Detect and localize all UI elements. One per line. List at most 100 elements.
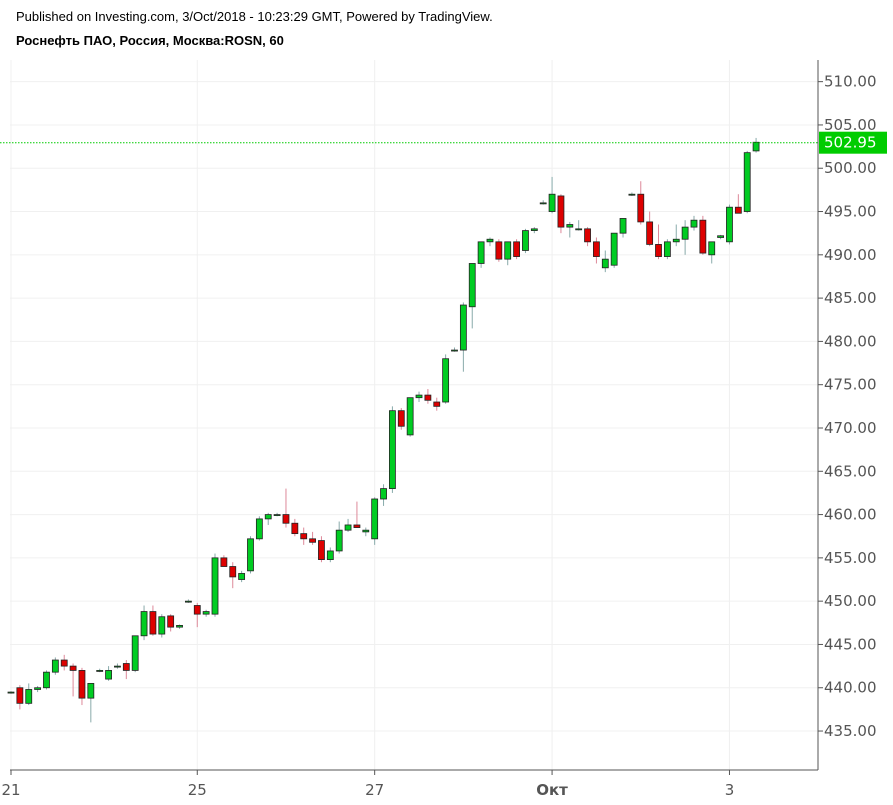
last-price-badge (819, 131, 887, 154)
candle (273, 512, 281, 517)
candle-body (513, 241, 520, 257)
candle-body (96, 670, 104, 672)
candle-body (548, 193, 556, 212)
x-tick-label: 25 (188, 781, 207, 799)
candle (681, 220, 689, 255)
candle (326, 547, 334, 563)
candle (202, 609, 210, 617)
candle (149, 605, 157, 636)
x-tick-label: 21 (1, 781, 20, 799)
candle-body (495, 241, 503, 260)
y-tick-label: 455.00 (824, 549, 877, 567)
candle (87, 683, 95, 723)
candle (397, 408, 405, 430)
candle-body (220, 557, 228, 567)
candle-body (7, 691, 15, 694)
candle-body (238, 573, 246, 580)
candle (60, 654, 68, 671)
y-tick-label: 445.00 (824, 635, 877, 653)
candle (539, 200, 547, 205)
candle-body (486, 238, 494, 243)
candle (424, 389, 432, 404)
candle-body (415, 394, 423, 399)
candle (451, 347, 458, 352)
candle-body (566, 224, 574, 228)
last-price-value: 502.95 (824, 134, 877, 152)
candle (282, 488, 290, 528)
candle-body (442, 358, 450, 403)
candle (114, 663, 121, 669)
candle-body (726, 206, 733, 243)
candle (726, 204, 733, 245)
candle-body (87, 683, 95, 699)
candle (415, 391, 423, 403)
candle-body (468, 263, 476, 308)
candle (442, 354, 450, 404)
candle-body (557, 195, 565, 228)
grid (10, 60, 818, 770)
candle (406, 397, 414, 437)
candle-body (184, 600, 192, 603)
y-tick-label: 450.00 (824, 592, 877, 610)
y-tick-label: 465.00 (824, 462, 877, 480)
candle (601, 250, 609, 273)
candle (389, 406, 396, 493)
candle-body (628, 193, 636, 196)
candle (468, 263, 476, 329)
candle (140, 605, 148, 641)
candle (593, 237, 600, 264)
candle-body (380, 488, 387, 500)
candle-body (433, 401, 441, 407)
candle (229, 562, 237, 589)
candle (193, 602, 201, 628)
candle (291, 518, 299, 537)
candle (51, 657, 59, 675)
candles (7, 137, 760, 723)
candle (96, 668, 104, 673)
candle-body (309, 538, 316, 543)
candle (211, 553, 219, 617)
candle (646, 211, 654, 247)
candle-body (193, 605, 201, 615)
y-tick-label: 470.00 (824, 419, 877, 437)
candle-body (51, 659, 59, 673)
candle-body (690, 219, 698, 228)
candle (25, 683, 33, 706)
candle-body (291, 522, 299, 535)
candle (105, 666, 112, 681)
candle (371, 497, 379, 545)
candle-body (477, 241, 485, 264)
candle (477, 241, 485, 268)
candle (663, 239, 671, 260)
candle-body (255, 518, 263, 540)
candle (158, 614, 166, 638)
x-tick-label: 27 (365, 781, 384, 799)
y-axis: 510.00 505.00 500.00 495.00 490.00 485.00 480.… (818, 73, 877, 740)
candle (610, 232, 618, 268)
candle (78, 667, 86, 706)
candle-body (708, 241, 716, 256)
last-price-label: 502.95 (819, 131, 887, 154)
candle (238, 570, 246, 583)
candle-body (530, 228, 538, 231)
symbol-title: Роснефть ПАО, Россия, Москва:ROSN, 60 (16, 33, 284, 48)
candle-body (78, 670, 86, 699)
candle (362, 527, 370, 537)
candle-body (60, 659, 68, 667)
candle (637, 181, 645, 225)
candle-body (593, 241, 600, 257)
candle (433, 397, 441, 411)
candle-body (318, 540, 325, 560)
candle-body (362, 529, 370, 533)
candle-body (371, 498, 379, 540)
y-tick-label: 510.00 (824, 73, 877, 91)
y-tick-label: 495.00 (824, 203, 877, 221)
candle-body (522, 230, 529, 251)
candle-body (539, 202, 547, 205)
candle-body (389, 410, 396, 489)
candle-body (655, 244, 662, 257)
candle (344, 518, 352, 532)
candle (122, 660, 130, 680)
candle (353, 501, 361, 528)
